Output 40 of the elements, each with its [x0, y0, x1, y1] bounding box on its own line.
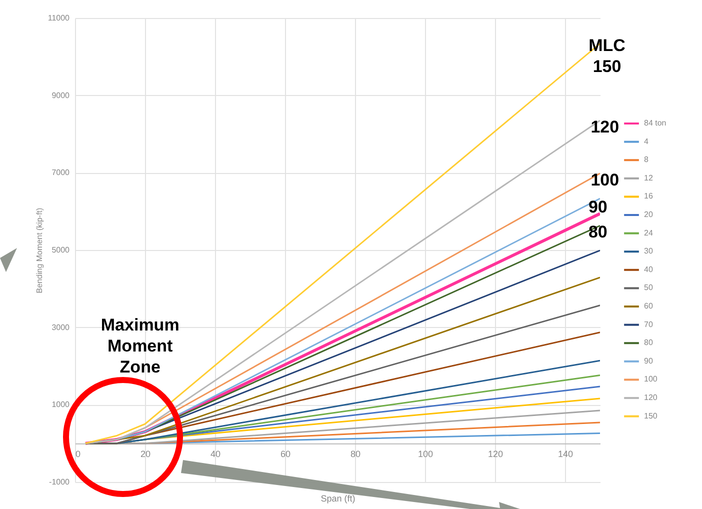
annotation: 120	[590, 117, 620, 136]
legend-label: 20	[644, 210, 654, 219]
legend-label: 120	[644, 393, 658, 402]
y-axis-title: Bending Moment (kip-ft)	[34, 207, 44, 294]
x-tick-label: 140	[558, 448, 574, 459]
legend-label: 100	[644, 374, 658, 384]
legend-label: 70	[644, 320, 654, 329]
legend-label: 84 ton	[644, 118, 666, 128]
x-tick-label: 60	[280, 448, 291, 459]
annotation: Maximum Moment Zone	[100, 315, 180, 376]
legend-label: 4	[644, 136, 649, 146]
y-tick-label: 3000	[52, 322, 70, 332]
legend-label: 8	[644, 155, 649, 164]
x-tick-label: 20	[140, 448, 151, 459]
x-tick-label: 0	[76, 448, 81, 459]
x-tick-label: 80	[350, 448, 361, 459]
legend-label: 12	[644, 173, 654, 182]
y-tick-label: 11000	[48, 14, 70, 22]
legend-label: 16	[644, 192, 654, 201]
y-tick-label: 7000	[52, 168, 70, 178]
x-tick-label: 100	[418, 448, 434, 459]
y-tick-label: -1000	[49, 478, 70, 486]
legend-label: 150	[644, 411, 658, 420]
x-tick-label: 120	[488, 448, 504, 459]
annotation: 100	[590, 170, 620, 190]
legend-label: 30	[644, 246, 654, 256]
y-tick-label: 1000	[52, 400, 70, 410]
legend-label: 60	[644, 302, 654, 310]
legend-label: 24	[644, 228, 654, 238]
annotation: 90	[588, 197, 608, 216]
x-axis-title: Span (ft)	[320, 494, 356, 504]
legend-label: 40	[644, 264, 654, 274]
legend-label: 80	[644, 338, 654, 348]
legend-label: 50	[644, 283, 654, 292]
x-tick-label: 40	[210, 448, 221, 459]
legend-label: 90	[644, 356, 654, 366]
y-tick-label: 5000	[52, 246, 70, 254]
y-tick-label: 9000	[52, 90, 70, 100]
annotation: 80	[588, 222, 608, 242]
annotation: MLC 150	[588, 36, 626, 76]
